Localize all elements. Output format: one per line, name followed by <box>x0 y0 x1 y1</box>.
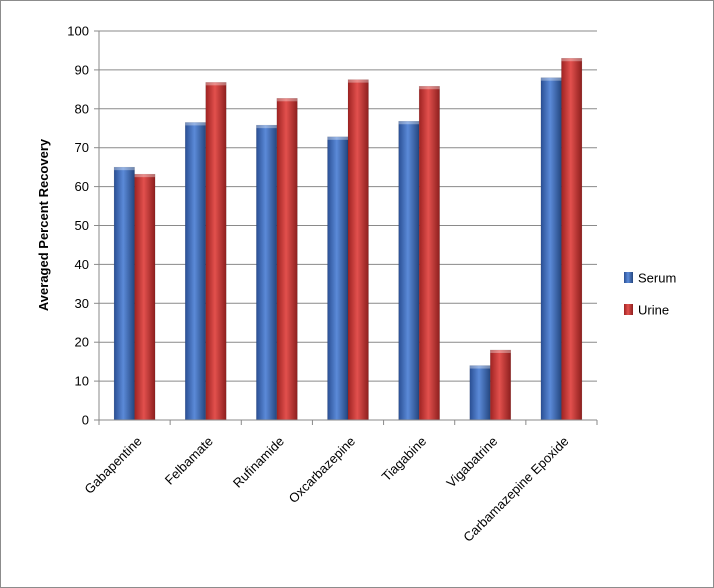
x-tick-label: Gabapentine <box>81 434 144 497</box>
bar-cap <box>419 86 440 90</box>
bar-urine-carbamazepine-epoxide <box>561 57 583 421</box>
bar-cap <box>398 121 420 125</box>
y-tick-label: 70 <box>75 140 89 155</box>
bar-cap <box>327 136 348 140</box>
legend-label-serum: Serum <box>638 271 676 286</box>
y-tick-label: 40 <box>75 257 89 272</box>
legend-label-urine: Urine <box>638 303 669 318</box>
bar-serum-oxcarbazepine <box>327 136 349 421</box>
bar-cap <box>540 77 562 81</box>
bar-urine-vigabatrine <box>490 349 512 421</box>
legend-swatch-serum <box>624 272 633 283</box>
bar-serum-rufinamide <box>256 124 278 421</box>
bar-cap <box>256 125 277 129</box>
bar-cap <box>348 79 369 83</box>
x-tick-label: Vigabatrine <box>443 434 500 491</box>
bar-serum-vigabatrine <box>469 365 491 421</box>
bar-serum-tiagabine <box>398 120 420 421</box>
bar-serum-felbamate <box>184 122 206 421</box>
bar-urine-rufinamide <box>276 98 298 421</box>
x-tick-label: Felbamate <box>162 434 216 488</box>
y-tick-label: 30 <box>75 296 89 311</box>
bar-urine-felbamate <box>205 82 227 421</box>
bar-serum-carbamazepine-epoxide <box>540 77 562 421</box>
y-tick-label: 20 <box>75 335 89 350</box>
bar-cap <box>114 167 135 171</box>
bar-urine-tiagabine <box>418 85 440 421</box>
bar-urine-gabapentine <box>134 173 156 421</box>
y-tick-label: 80 <box>75 101 89 116</box>
y-tick-label: 0 <box>82 413 89 428</box>
bar-cap <box>134 174 156 178</box>
bar-cap <box>185 122 206 126</box>
bar-cap <box>469 365 491 369</box>
y-tick-label: 50 <box>75 218 89 233</box>
bar-serum-gabapentine <box>113 166 135 421</box>
y-axis-title: Averaged Percent Recovery <box>36 138 51 311</box>
bar-cap <box>276 98 298 102</box>
y-tick-label: 90 <box>75 62 89 77</box>
x-tick-label: Rufinamide <box>230 434 287 491</box>
legend: Serum Urine <box>624 271 676 318</box>
y-tick-label: 10 <box>75 374 89 389</box>
x-tick-label: Oxcarbazepine <box>286 434 358 506</box>
bar-urine-oxcarbazepine <box>347 79 369 421</box>
bar-cap <box>205 82 227 86</box>
bar-cap <box>490 349 511 353</box>
legend-swatch-urine <box>624 304 633 315</box>
y-tick-label: 60 <box>75 179 89 194</box>
bar-cap <box>561 58 582 62</box>
x-tick-label: Tiagabine <box>379 434 430 485</box>
y-tick-label: 100 <box>67 24 89 39</box>
